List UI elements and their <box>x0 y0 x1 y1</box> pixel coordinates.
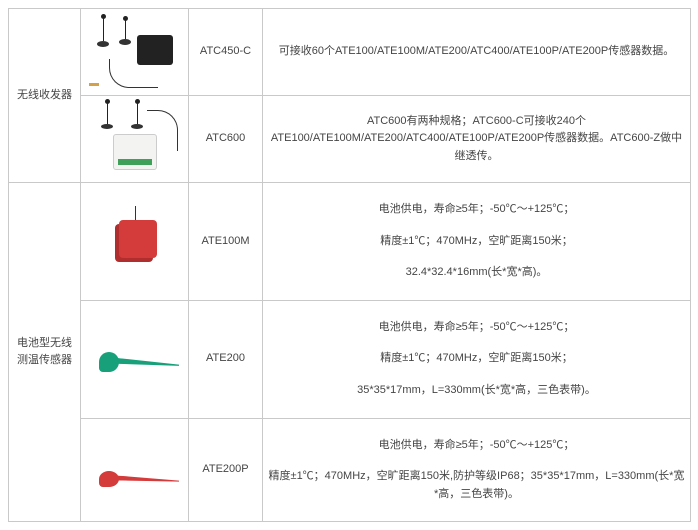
category-cell: 无线收发器 <box>9 9 81 183</box>
desc-cell: 电池供电，寿命≥5年；-50℃～+125℃； 精度±1℃；470MHz，空旷距离… <box>263 418 691 522</box>
model-cell: ATC600 <box>189 96 263 183</box>
image-cell <box>81 300 189 418</box>
model-cell: ATE100M <box>189 183 263 301</box>
model-cell: ATE200P <box>189 418 263 522</box>
desc-line: 精度±1℃；470MHz，空旷距离150米； <box>267 350 686 368</box>
table-row: ATE200P 电池供电，寿命≥5年；-50℃～+125℃； 精度±1℃；470… <box>9 418 691 522</box>
image-cell <box>81 418 189 522</box>
desc-line: 32.4*32.4*16mm(长*宽*高)。 <box>267 264 686 282</box>
category-cell: 电池型无线测温传感器 <box>9 183 81 522</box>
desc-cell: 电池供电，寿命≥5年；-50℃～+125℃； 精度±1℃；470MHz，空旷距离… <box>263 300 691 418</box>
desc-line: 35*35*17mm，L=330mm(长*宽*高，三色表带)。 <box>267 382 686 400</box>
desc-line: 精度±1℃；470MHz，空旷距离150米； <box>267 233 686 251</box>
table-row: ATC600 ATC600有两种规格；ATC600-C可接收240个ATE100… <box>9 96 691 183</box>
table-row: 无线收发器 ATC450-C 可接收60个ATE100/ATE100M/ATE2… <box>9 9 691 96</box>
model-cell: ATE200 <box>189 300 263 418</box>
device-image-atc450 <box>85 13 185 91</box>
table-row: ATE200 电池供电，寿命≥5年；-50℃～+125℃； 精度±1℃；470M… <box>9 300 691 418</box>
model-cell: ATC450-C <box>189 9 263 96</box>
device-image-ate200 <box>85 320 185 398</box>
desc-line: 电池供电，寿命≥5年；-50℃～+125℃； <box>267 437 686 455</box>
desc-cell: 可接收60个ATE100/ATE100M/ATE200/ATC400/ATE10… <box>263 9 691 96</box>
table-row: 电池型无线测温传感器 ATE100M 电池供电，寿命≥5年；-50℃～+125℃… <box>9 183 691 301</box>
image-cell <box>81 183 189 301</box>
device-image-ate100m <box>85 202 185 280</box>
image-cell <box>81 96 189 183</box>
product-table: 无线收发器 ATC450-C 可接收60个ATE100/ATE100M/ATE2… <box>8 8 691 522</box>
desc-line: 精度±1℃；470MHz，空旷距离150米,防护等级IP68；35*35*17m… <box>267 468 686 503</box>
desc-line: 电池供电，寿命≥5年；-50℃～+125℃； <box>267 319 686 337</box>
desc-line: 电池供电，寿命≥5年；-50℃～+125℃； <box>267 201 686 219</box>
desc-cell: ATC600有两种规格；ATC600-C可接收240个ATE100/ATE100… <box>263 96 691 183</box>
device-image-atc600 <box>85 100 185 178</box>
device-image-ate200p <box>85 431 185 509</box>
image-cell <box>81 9 189 96</box>
desc-cell: 电池供电，寿命≥5年；-50℃～+125℃； 精度±1℃；470MHz，空旷距离… <box>263 183 691 301</box>
